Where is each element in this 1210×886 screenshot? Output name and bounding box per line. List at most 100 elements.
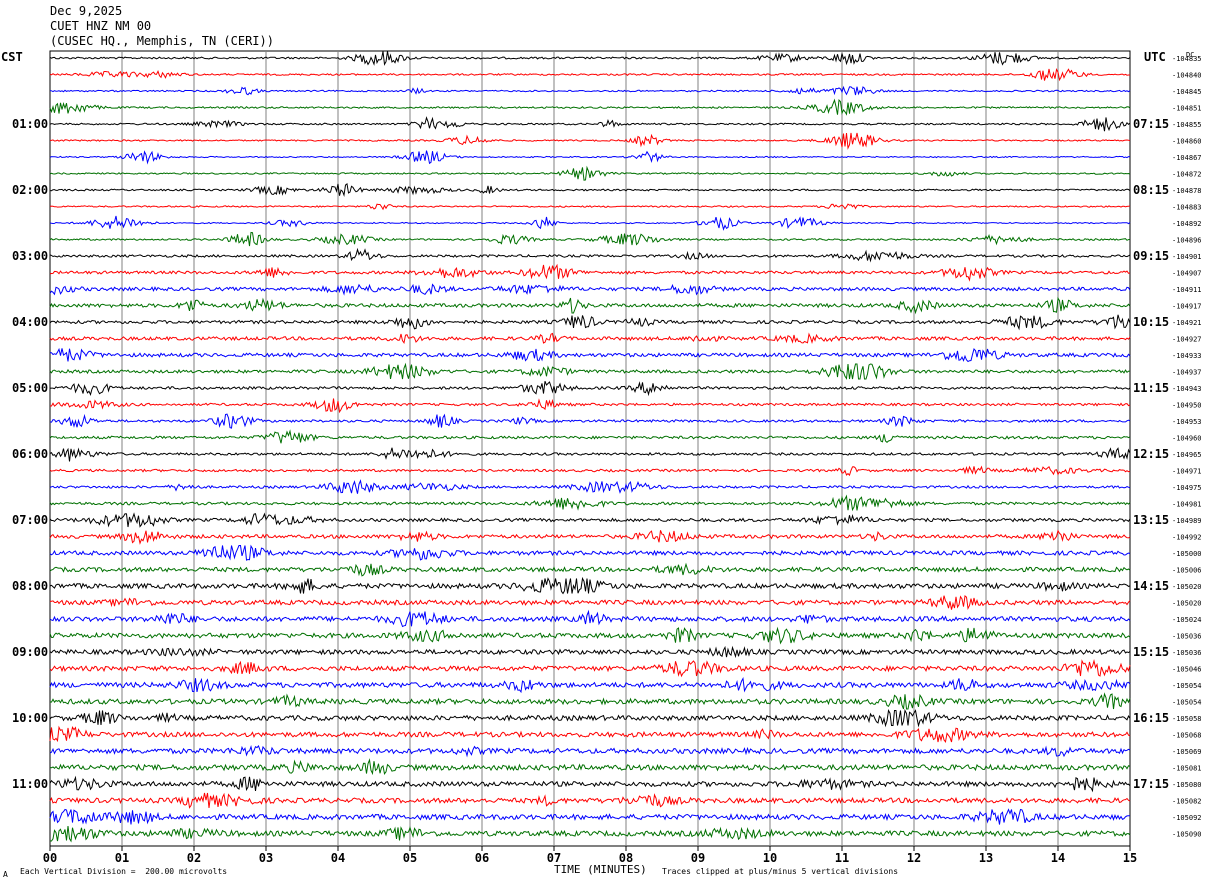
- dc-offset-label: -104855: [1172, 121, 1202, 129]
- seismic-trace: [49, 116, 1131, 132]
- dc-offset-label: -104981: [1172, 501, 1202, 509]
- seismic-trace: [49, 594, 1131, 611]
- dc-offset-label: -104851: [1172, 105, 1202, 113]
- dc-offset-label: -104989: [1172, 517, 1202, 525]
- dc-offset-label: -105036: [1172, 633, 1202, 641]
- dc-offset-label: -105081: [1172, 765, 1202, 773]
- dc-offset-label: -104927: [1172, 336, 1202, 344]
- seismic-trace: [49, 529, 1131, 545]
- seismic-trace: [49, 283, 1131, 296]
- right-hour-label: 15:15: [1133, 645, 1169, 659]
- right-hour-label: 09:15: [1133, 249, 1169, 263]
- dc-offset-label: -104911: [1172, 286, 1202, 294]
- x-tick-label: 04: [331, 851, 345, 865]
- dc-offset-label: -105000: [1172, 550, 1202, 558]
- seismic-trace: [49, 362, 1131, 380]
- right-hour-label: 14:15: [1133, 579, 1169, 593]
- dc-offset-label: -104860: [1172, 138, 1202, 146]
- dc-offset-label: -104971: [1172, 468, 1202, 476]
- dc-offset-label: -104845: [1172, 88, 1202, 96]
- left-hour-label: 09:00: [12, 645, 48, 659]
- seismic-trace: [49, 429, 1131, 444]
- left-hour-label: 02:00: [12, 183, 48, 197]
- x-tick-label: 12: [907, 851, 921, 865]
- seismic-trace: [49, 775, 1131, 793]
- x-tick-label: 13: [979, 851, 993, 865]
- dc-offset-label: -105054: [1172, 699, 1202, 707]
- seismic-trace: [49, 165, 1131, 181]
- dc-offset-label: -104953: [1172, 418, 1202, 426]
- seismic-trace: [50, 398, 1131, 414]
- seismic-trace: [49, 494, 1131, 512]
- seismic-trace: [50, 825, 1131, 843]
- x-tick-label: 11: [835, 851, 849, 865]
- seismic-trace: [49, 314, 1131, 331]
- dc-offset-label: -105020: [1172, 600, 1202, 608]
- dc-offset-label: -105058: [1172, 715, 1202, 723]
- right-hour-label: 17:15: [1133, 777, 1169, 791]
- x-tick-label: 10: [763, 851, 777, 865]
- seismic-trace: [49, 645, 1131, 659]
- dc-offset-label: -105080: [1172, 781, 1202, 789]
- dc-offset-label: -104950: [1172, 402, 1202, 410]
- seismic-trace: [49, 544, 1131, 561]
- dc-offset-label: -105092: [1172, 814, 1202, 822]
- right-hour-label: 07:15: [1133, 117, 1169, 131]
- dc-offset-label: -104943: [1172, 385, 1202, 393]
- right-hour-label: 13:15: [1133, 513, 1169, 527]
- dc-offset-label: -105068: [1172, 732, 1202, 740]
- corner-mark: A: [3, 870, 8, 879]
- x-tick-label: 06: [475, 851, 489, 865]
- right-hour-label: 08:15: [1133, 183, 1169, 197]
- seismic-trace: [49, 792, 1131, 809]
- seismic-trace: [49, 381, 1131, 397]
- x-tick-label: 02: [187, 851, 201, 865]
- seismic-trace: [49, 725, 1131, 743]
- seismic-trace: [49, 479, 1131, 494]
- seismic-trace: [49, 183, 1131, 198]
- seismic-trace: [49, 677, 1131, 694]
- dc-offset-label: -104937: [1172, 369, 1202, 377]
- dc-offset-label: -104960: [1172, 435, 1202, 443]
- x-tick-label: 15: [1123, 851, 1137, 865]
- dc-offset-label: -104835: [1172, 55, 1202, 63]
- seismic-trace: [49, 68, 1130, 82]
- seismic-trace: [49, 203, 1131, 211]
- left-hour-label: 08:00: [12, 579, 48, 593]
- left-hour-label: 07:00: [12, 513, 48, 527]
- left-hour-label: 04:00: [12, 315, 48, 329]
- seismic-trace: [49, 576, 1131, 595]
- x-tick-label: 00: [43, 851, 57, 865]
- right-hour-label: 10:15: [1133, 315, 1169, 329]
- x-tick-label: 07: [547, 851, 561, 865]
- dc-offset-label: -105046: [1172, 666, 1202, 674]
- dc-offset-label: -105024: [1172, 616, 1202, 624]
- dc-offset-label: -104878: [1172, 187, 1202, 195]
- seismic-trace: [49, 609, 1131, 628]
- seismic-trace: [49, 659, 1131, 678]
- left-hour-label: 03:00: [12, 249, 48, 263]
- seismic-trace: [50, 132, 1131, 150]
- scale-note: Each Vertical Division = 200.00 microvol…: [20, 867, 228, 876]
- dc-offset-label: -104840: [1172, 72, 1202, 80]
- seismic-trace: [49, 808, 1130, 825]
- left-timezone-label: CST: [1, 50, 23, 64]
- dc-offset-label: -105090: [1172, 831, 1202, 839]
- seismic-trace: [49, 692, 1131, 710]
- x-tick-label: 09: [691, 851, 705, 865]
- seismic-trace: [49, 51, 1131, 66]
- x-tick-label: 01: [115, 851, 129, 865]
- left-hour-label: 06:00: [12, 447, 48, 461]
- x-tick-label: 14: [1051, 851, 1065, 865]
- left-hour-label: 10:00: [12, 711, 48, 725]
- x-axis-title: TIME (MINUTES): [554, 863, 647, 876]
- seismic-trace: [49, 562, 1131, 577]
- dc-offset-label: -104921: [1172, 319, 1202, 327]
- dc-offset-label: -104917: [1172, 303, 1202, 311]
- seismic-trace: [49, 744, 1131, 758]
- seismic-trace: [49, 98, 1131, 116]
- seismic-trace: [49, 85, 1131, 96]
- dc-offset-label: -104933: [1172, 352, 1202, 360]
- dc-offset-label: -104907: [1172, 270, 1202, 278]
- seismic-trace: [49, 758, 1131, 776]
